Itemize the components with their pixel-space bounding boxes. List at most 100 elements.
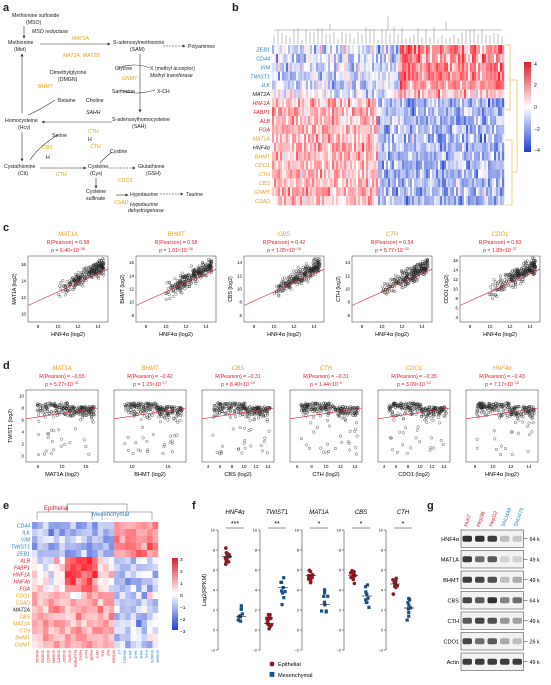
heatmap-b-cell xyxy=(364,80,367,90)
scatter-point xyxy=(69,405,73,409)
heatmap-b-cell xyxy=(436,89,439,99)
heatmap-b-cell xyxy=(364,116,367,126)
heatmap-b-cell xyxy=(474,71,477,81)
scatter-point xyxy=(504,447,507,451)
heatmap-b-cell xyxy=(384,133,387,143)
heatmap-b-cell xyxy=(470,89,473,99)
heatmap-b-cell xyxy=(336,89,339,99)
scatter-point xyxy=(495,448,499,451)
heatmap-b-cell xyxy=(310,45,313,55)
heatmap-b-cell xyxy=(354,80,357,90)
heatmap-b-cell xyxy=(458,80,461,90)
heatmap-b-cell xyxy=(386,45,389,55)
heatmap-b-cell xyxy=(402,133,405,143)
heatmap-b-cell xyxy=(318,187,321,197)
scatter-point xyxy=(208,263,212,267)
heatmap-b-cell xyxy=(312,45,315,55)
scatter-y-tick: 8 xyxy=(132,313,135,318)
heatmap-b-cell xyxy=(392,142,395,152)
heatmap-b-cell xyxy=(464,151,467,161)
heatmap-b-cell xyxy=(286,151,289,161)
scatter-point xyxy=(77,277,81,281)
heatmap-b-cell xyxy=(290,45,293,55)
heatmap-b-cell xyxy=(410,125,413,135)
scatter-point xyxy=(262,440,266,443)
heatmap-b-cell xyxy=(408,71,411,81)
heatmap-b-cell xyxy=(398,45,401,55)
heatmap-b-cell xyxy=(462,151,465,161)
heatmap-b-cell xyxy=(282,142,285,152)
heatmap-b-cell xyxy=(500,53,503,63)
scatter-point xyxy=(134,441,138,445)
scatter-point xyxy=(52,429,56,433)
scatter-r-value: R(Pearson) = 0.58 xyxy=(47,240,90,246)
heatmap-b-cell xyxy=(426,80,429,90)
scatter-point xyxy=(405,271,409,275)
scatter-point xyxy=(410,269,414,273)
heatmap-b-cell xyxy=(336,178,339,188)
scatter-point xyxy=(296,266,300,270)
heatmap-b-cell xyxy=(408,151,411,161)
scatter-point xyxy=(224,403,228,407)
scatter-point xyxy=(37,402,41,406)
heatmap-b-cell xyxy=(464,178,467,188)
heatmap-b-cell xyxy=(404,125,407,135)
heatmap-b-cell xyxy=(496,142,499,152)
heatmap-b-cell xyxy=(472,116,475,126)
heatmap-b-cell xyxy=(444,125,447,135)
heatmap-b-cell xyxy=(310,169,313,179)
scatter-point xyxy=(221,444,225,448)
heatmap-b-cell xyxy=(426,160,429,170)
heatmap-b-cell xyxy=(334,45,337,55)
heatmap-b-cell xyxy=(316,151,319,161)
scatter-point xyxy=(289,280,293,284)
scatter-point xyxy=(514,281,518,285)
heatmap-b-cell xyxy=(374,98,377,108)
heatmap-b-cell xyxy=(414,125,417,135)
heatmap-b-cell xyxy=(350,169,353,179)
heatmap-b-cell xyxy=(348,142,351,152)
heatmap-b-cell xyxy=(390,142,393,152)
heatmap-b-cell xyxy=(428,98,431,108)
scatter-frame xyxy=(289,389,363,463)
heatmap-b-cell xyxy=(338,196,341,206)
scatter-point xyxy=(57,292,61,296)
heatmap-b-cell xyxy=(360,178,363,188)
heatmap-b-cell xyxy=(482,142,485,152)
heatmap-b-cell xyxy=(412,187,415,197)
heatmap-b-cell xyxy=(378,151,381,161)
heatmap-b-cell xyxy=(492,71,495,81)
scatter-point xyxy=(315,425,319,429)
heatmap-b-cell xyxy=(440,89,443,99)
heatmap-b-cell xyxy=(486,45,489,55)
scatter-point xyxy=(63,284,67,288)
panel-label-b: b xyxy=(232,2,239,14)
scatter-point xyxy=(335,406,338,410)
scatter-x-label: HNF4α (log2) xyxy=(483,332,517,338)
scatter-x-label: CTH (log2) xyxy=(312,472,339,478)
heatmap-b-cell xyxy=(424,142,427,152)
heatmap-b-cell xyxy=(374,116,377,126)
heatmap-b-cell xyxy=(288,125,291,135)
scatter-point xyxy=(341,405,345,409)
scatter-point xyxy=(306,280,310,284)
scatter-point xyxy=(188,285,191,289)
heatmap-b-cell xyxy=(310,187,313,197)
heatmap-b-cell xyxy=(318,151,321,161)
enzyme-cth-2: CTH xyxy=(90,144,101,150)
scatter-point xyxy=(168,440,172,444)
heatmap-b-cell xyxy=(332,45,335,55)
heatmap-b-cell xyxy=(308,71,311,81)
scatter-point xyxy=(170,450,174,454)
scatter-frame xyxy=(377,389,451,463)
scatter-point xyxy=(124,408,128,412)
scatter-point xyxy=(57,428,61,432)
heatmap-b-cell xyxy=(390,125,393,135)
heatmap-b-cell xyxy=(340,142,343,152)
heatmap-b-cell xyxy=(350,133,353,143)
heatmap-b-cell xyxy=(410,116,413,126)
heatmap-b-cell xyxy=(346,89,349,99)
scatter-point xyxy=(318,264,322,268)
heatmap-b-cell xyxy=(284,107,287,117)
